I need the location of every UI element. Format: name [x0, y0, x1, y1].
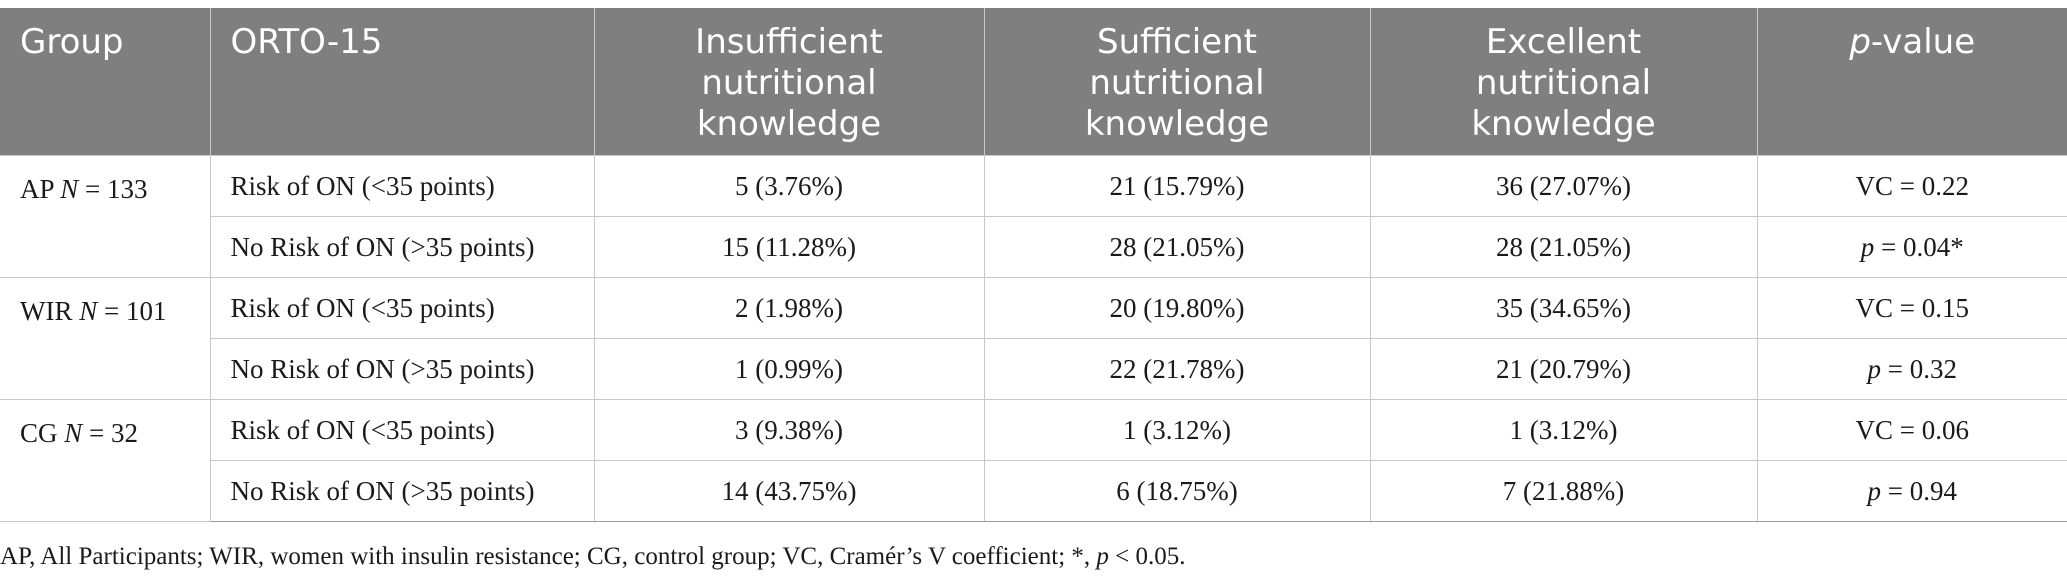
group-cell-cg: CG N = 32 — [0, 399, 211, 522]
p-value: = 0.04* — [1874, 231, 1964, 262]
p-value: = 0.32 — [1881, 353, 1957, 384]
sufficient-cell: 21 (15.79%) — [983, 155, 1371, 217]
n-label: N — [60, 174, 79, 204]
insufficient-cell: 14 (43.75%) — [593, 460, 985, 522]
excellent-cell: 21 (20.79%) — [1369, 338, 1758, 400]
n-value: = 32 — [82, 418, 139, 448]
pvalue-cell: p = 0.32 — [1756, 338, 2067, 400]
group-cell-wir: WIR N = 101 — [0, 277, 211, 400]
pvalue-cell: p = 0.94 — [1756, 460, 2067, 522]
orto-cell: No Risk of ON (>35 points) — [210, 338, 595, 400]
pvalue-cell: p = 0.04* — [1756, 216, 2067, 278]
n-label: N — [79, 296, 98, 326]
sufficient-cell: 28 (21.05%) — [983, 216, 1371, 278]
footnote-p: p — [1096, 543, 1109, 570]
header-group: Group — [0, 8, 210, 156]
orto-cell: No Risk of ON (>35 points) — [210, 216, 595, 278]
group-cell-ap: AP N = 133 — [0, 155, 211, 278]
insufficient-cell: 5 (3.76%) — [593, 155, 985, 217]
excellent-cell: 36 (27.07%) — [1369, 155, 1758, 217]
p-label: p — [1860, 231, 1875, 262]
header-sufficient: Sufficient nutritional knowledge — [983, 8, 1370, 156]
footnote-text: AP, All Participants; WIR, women with in… — [0, 543, 1097, 570]
header-insufficient-line1: Insufficient — [695, 22, 883, 62]
group-label: WIR — [20, 296, 73, 326]
orto-cell: Risk of ON (<35 points) — [209, 155, 595, 217]
header-excellent-line2: nutritional — [1475, 63, 1652, 103]
sufficient-cell: 1 (3.12%) — [983, 399, 1371, 461]
group-label: AP — [20, 174, 54, 204]
results-table: Group ORTO-15 Insufficient nutritional k… — [0, 8, 2067, 522]
stat-cell: VC = 0.22 — [1756, 155, 2067, 217]
excellent-cell: 35 (34.65%) — [1369, 277, 1758, 339]
header-insufficient-line3: knowledge — [696, 104, 882, 144]
stat-cell: VC = 0.06 — [1756, 399, 2067, 461]
header-pvalue-p: p — [1849, 22, 1871, 62]
header-pvalue-rest: -value — [1870, 22, 1976, 62]
sufficient-cell: 20 (19.80%) — [983, 277, 1371, 339]
table-row: No Risk of ON (>35 points) 1 (0.99%) 22 … — [0, 338, 2067, 400]
table-row: WIR N = 101 Risk of ON (<35 points) 2 (1… — [0, 277, 2067, 400]
orto-cell: No Risk of ON (>35 points) — [210, 460, 595, 522]
table-row: No Risk of ON (>35 points) 15 (11.28%) 2… — [0, 216, 2067, 278]
header-sufficient-line1: Sufficient — [1097, 22, 1257, 62]
p-label: p — [1867, 353, 1882, 384]
header-excellent-line3: knowledge — [1471, 104, 1656, 144]
table-footnote: AP, All Participants; WIR, women with in… — [0, 543, 1186, 571]
insufficient-cell: 3 (9.38%) — [593, 399, 985, 461]
header-excellent: Excellent nutritional knowledge — [1369, 8, 1757, 156]
p-value: = 0.94 — [1881, 475, 1957, 506]
insufficient-cell: 1 (0.99%) — [593, 338, 985, 400]
group-label: CG — [20, 418, 58, 448]
header-orto: ORTO-15 — [209, 8, 594, 156]
stat-cell: VC = 0.15 — [1756, 277, 2067, 339]
excellent-cell: 7 (21.88%) — [1369, 460, 1758, 522]
header-insufficient: Insufficient nutritional knowledge — [593, 8, 984, 156]
table-row: AP N = 133 Risk of ON (<35 points) 5 (3.… — [0, 155, 2067, 278]
sufficient-cell: 6 (18.75%) — [983, 460, 1371, 522]
header-pvalue: p-value — [1756, 8, 2067, 156]
orto-cell: Risk of ON (<35 points) — [209, 399, 595, 461]
header-insufficient-line2: nutritional — [701, 63, 877, 103]
n-label: N — [64, 418, 83, 448]
n-value: = 101 — [97, 296, 167, 326]
header-row: Group ORTO-15 Insufficient nutritional k… — [0, 8, 2067, 156]
header-excellent-line1: Excellent — [1485, 22, 1642, 62]
header-sufficient-line3: knowledge — [1084, 104, 1270, 144]
excellent-cell: 28 (21.05%) — [1369, 216, 1758, 278]
excellent-cell: 1 (3.12%) — [1369, 399, 1758, 461]
insufficient-cell: 15 (11.28%) — [593, 216, 985, 278]
n-value: = 133 — [78, 174, 148, 204]
table-row: No Risk of ON (>35 points) 14 (43.75%) 6… — [0, 460, 2067, 522]
sufficient-cell: 22 (21.78%) — [983, 338, 1371, 400]
footnote-tail: < 0.05. — [1108, 543, 1186, 570]
orto-cell: Risk of ON (<35 points) — [209, 277, 595, 339]
p-label: p — [1867, 475, 1882, 506]
table-row: CG N = 32 Risk of ON (<35 points) 3 (9.3… — [0, 399, 2067, 522]
header-sufficient-line2: nutritional — [1089, 63, 1265, 103]
insufficient-cell: 2 (1.98%) — [593, 277, 985, 339]
